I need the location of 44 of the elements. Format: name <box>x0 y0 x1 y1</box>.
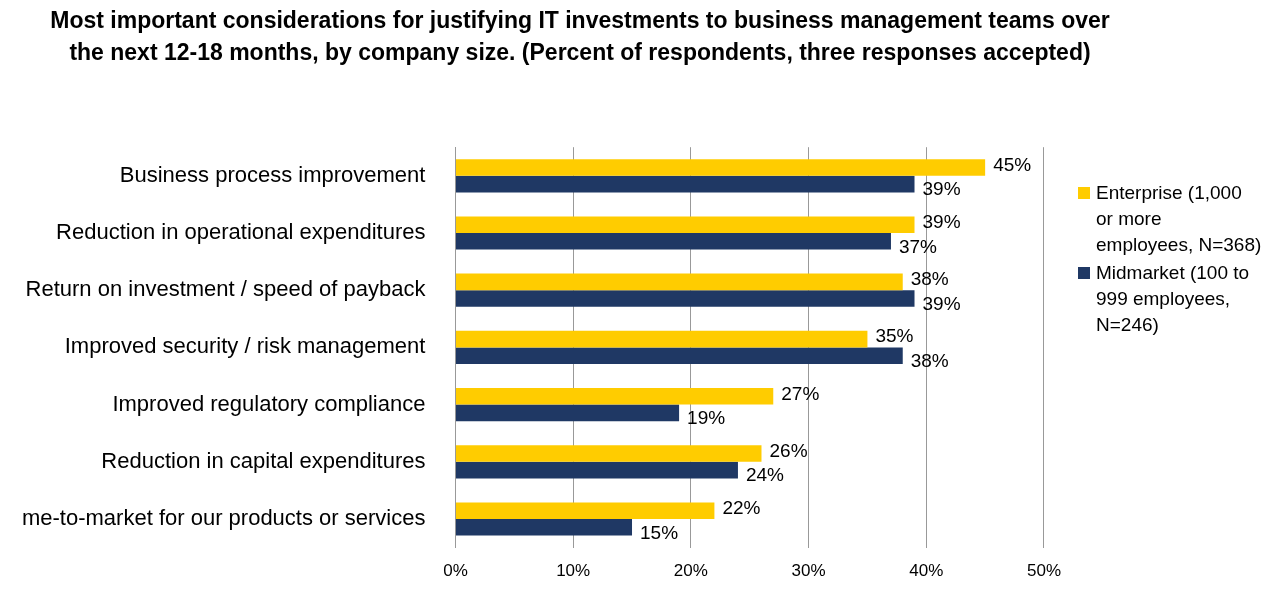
x-tick-label: 0% <box>443 561 468 581</box>
bar <box>455 445 762 462</box>
bar <box>455 330 868 348</box>
x-tick-label: 50% <box>1026 561 1061 581</box>
y-tick-label: Reduction in capital expenditures <box>101 447 426 473</box>
bar <box>455 233 891 250</box>
bar <box>455 290 915 307</box>
data-label: 26% <box>769 439 808 461</box>
data-label: 27% <box>781 382 820 404</box>
x-tick-label: 40% <box>909 561 944 581</box>
data-label: 19% <box>687 407 726 429</box>
bar <box>455 216 915 233</box>
data-label: 38% <box>910 349 949 371</box>
data-label: 15% <box>640 521 679 543</box>
bar <box>455 159 986 176</box>
chart-title: Most important considerations for justifying IT investments to business management teams over the next 12-18 months, by company size. (Percent of respondents, three responses accepted) <box>50 6 1110 67</box>
x-tick-label: 30% <box>791 561 826 581</box>
data-label: 39% <box>922 178 961 200</box>
y-tick-label: me-to-market for our products or services <box>21 505 426 531</box>
y-tick-label: Business process improvement <box>119 161 426 187</box>
data-label: 22% <box>722 496 761 518</box>
data-label: 24% <box>745 464 785 486</box>
bar <box>455 519 633 536</box>
bar <box>455 461 738 479</box>
data-label: 39% <box>922 210 961 232</box>
bar <box>455 502 715 519</box>
bar <box>455 404 680 422</box>
bar <box>455 175 915 193</box>
y-tick-label: Return on investment / speed of payback <box>25 276 427 302</box>
x-tick-label: 10% <box>556 561 591 581</box>
y-tick-label: Improved security / risk management <box>64 333 426 359</box>
x-tick-label: 20% <box>673 561 708 581</box>
legend-label: Enterprise (1,000 or more employees, N=368) <box>1096 181 1263 257</box>
data-label: 35% <box>875 325 914 347</box>
bar <box>455 347 903 364</box>
data-label: 39% <box>922 292 961 314</box>
data-label: 37% <box>898 235 938 257</box>
bar <box>455 273 903 291</box>
y-tick-label: Reduction in operational expenditures <box>56 219 426 245</box>
data-label: 38% <box>910 268 949 290</box>
y-tick-label: Improved regulatory compliance <box>112 390 426 416</box>
data-label: 45% <box>993 153 1032 175</box>
bar <box>455 388 774 405</box>
legend-label: Midmarket (100 to 999 employees, N=246) <box>1096 261 1251 337</box>
